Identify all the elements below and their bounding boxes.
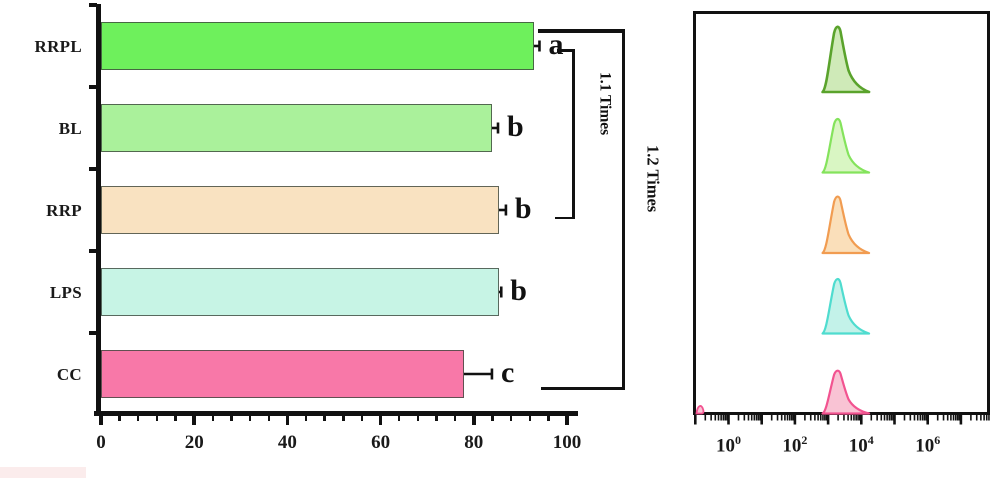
x-axis-minor-tick [118, 416, 121, 421]
x-axis-major-tick-60 [378, 416, 383, 425]
x-axis-minor-tick [304, 416, 308, 421]
x-axis-tick-label-60: 60 [371, 432, 391, 453]
sig-letter-rrpl: a [548, 28, 564, 61]
x-axis-minor-tick [137, 416, 140, 421]
x-axis-minor-tick [398, 416, 401, 421]
x-axis-tick-label-100: 100 [552, 432, 582, 453]
x-axis-minor-tick [435, 416, 438, 421]
y-axis-tick-2 [88, 167, 97, 171]
log-axis-label-1e0: 100 [704, 434, 754, 455]
sig-letter-cc: c [500, 356, 515, 389]
log-axis-label-1e6: 106 [903, 434, 953, 455]
x-axis-minor-tick [453, 416, 457, 421]
log-label-base: 10 [848, 435, 868, 457]
y-axis-tick-1 [88, 85, 97, 89]
sig-letter-lps: b [510, 274, 527, 307]
x-axis-minor-tick [211, 416, 215, 421]
bracket-1-1-vertical [572, 49, 575, 219]
log-axis-label-1e4: 104 [836, 434, 886, 455]
category-label-bl: BL [58, 119, 82, 138]
x-axis-minor-tick [528, 416, 531, 421]
bracket-1-1-label: 1.1 Times [596, 72, 614, 136]
bar-bl [100, 104, 492, 152]
log-label-exponent: 0 [735, 433, 741, 447]
x-axis-minor-tick [248, 416, 252, 421]
bracket-1-2-vertical [621, 29, 625, 390]
x-axis-tick-label-20: 20 [184, 432, 204, 453]
log-label-exponent: 4 [867, 433, 874, 447]
log-label-base: 10 [716, 435, 735, 457]
x-axis-minor-tick [267, 416, 270, 421]
flow-histogram-panel [693, 11, 990, 415]
x-axis-minor-tick [547, 416, 550, 421]
x-axis-major-tick-80 [472, 416, 476, 425]
sig-letter-bl: b [506, 110, 524, 143]
bracket-1-1-top [557, 49, 575, 52]
x-axis-line [94, 411, 578, 416]
x-axis-tick-label-0: 0 [96, 432, 106, 453]
x-axis-major-tick-100 [565, 416, 569, 425]
x-axis-minor-tick [155, 416, 159, 421]
log-label-base: 10 [915, 435, 935, 457]
x-axis-major-tick-20 [192, 416, 196, 425]
log-axis-label-1e2: 102 [770, 434, 820, 455]
bar-rrp [100, 186, 499, 234]
x-axis-minor-tick [360, 416, 364, 421]
x-axis-minor-tick [230, 416, 233, 421]
category-label-cc: CC [56, 365, 82, 384]
y-axis-tick-4 [88, 331, 97, 335]
bar-rrpl [100, 22, 534, 70]
x-axis-minor-tick [323, 416, 326, 421]
bracket-1-2-label: 1.2 Times [643, 145, 663, 213]
category-label-lps: LPS [49, 283, 82, 302]
bar-cc [100, 350, 464, 398]
x-axis-major-tick-40 [285, 416, 290, 425]
x-axis-minor-tick [342, 416, 345, 421]
y-axis-tick-0 [88, 3, 97, 7]
bracket-1-2-bottom [541, 386, 625, 390]
category-label-rrpl: RRPL [34, 37, 82, 56]
x-axis-minor-tick [416, 416, 420, 421]
x-axis-minor-tick [509, 416, 513, 421]
x-axis-tick-label-40: 40 [277, 432, 297, 453]
watermark-remnant [0, 467, 86, 478]
bracket-1-2-top [538, 29, 625, 33]
log-label-exponent: 2 [801, 433, 808, 447]
sig-letter-rrp: b [514, 192, 532, 225]
category-label-rrp: RRP [46, 201, 82, 220]
x-axis-major-tick-0 [99, 416, 103, 425]
y-axis-tick-3 [88, 249, 97, 253]
bar-lps [100, 268, 499, 316]
log-label-base: 10 [782, 435, 802, 457]
bracket-1-1-bottom [555, 216, 575, 219]
x-axis-minor-tick [491, 416, 494, 421]
x-axis-minor-tick [174, 416, 177, 421]
y-axis-line [96, 4, 101, 416]
log-label-exponent: 6 [934, 433, 941, 447]
x-axis-tick-label-80: 80 [464, 432, 484, 453]
